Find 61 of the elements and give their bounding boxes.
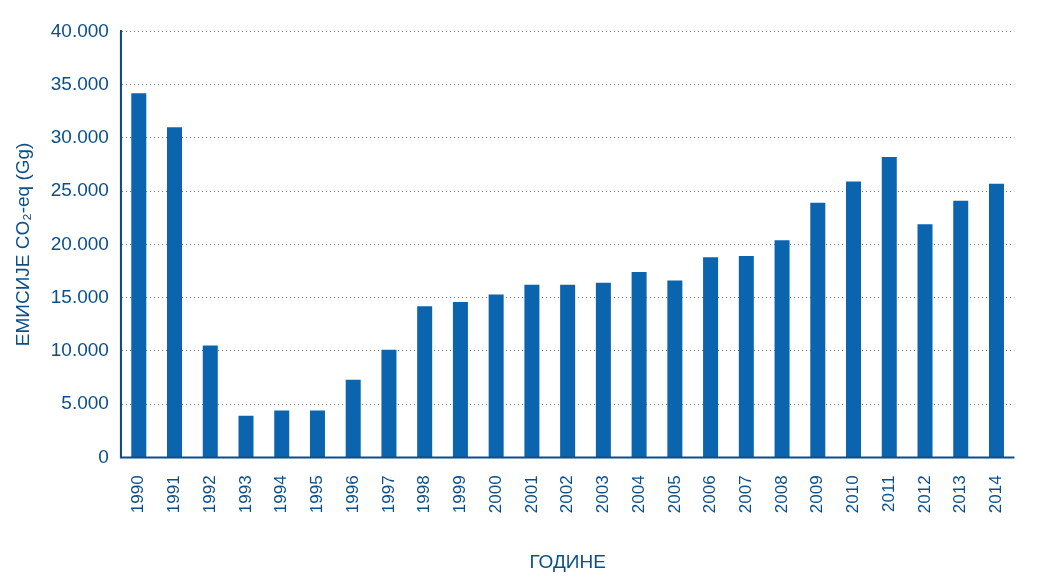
x-tick-label: 2010 bbox=[843, 475, 863, 514]
y-tick-label: 20.000 bbox=[50, 232, 109, 254]
bar bbox=[452, 301, 468, 457]
x-tick-label: 2001 bbox=[521, 475, 541, 514]
bar bbox=[703, 257, 719, 457]
bar bbox=[988, 183, 1004, 457]
bar bbox=[667, 280, 683, 457]
x-tick-label: 2000 bbox=[485, 475, 505, 514]
bar bbox=[309, 410, 325, 457]
x-tick-label: 1990 bbox=[128, 475, 148, 514]
y-tick-label: 40.000 bbox=[50, 19, 109, 41]
y-axis-title: ЕМИСИЈЕ CO₂-eq (Gg) bbox=[11, 142, 33, 347]
x-tick-label: 2003 bbox=[593, 475, 613, 514]
bar bbox=[846, 181, 862, 457]
x-tick-label: 2006 bbox=[700, 475, 720, 514]
x-tick-label: 1997 bbox=[378, 475, 398, 514]
bar bbox=[238, 415, 254, 457]
x-tick-label: 1993 bbox=[235, 475, 255, 514]
y-tick-label: 15.000 bbox=[50, 285, 109, 307]
bar bbox=[131, 93, 147, 457]
bar bbox=[595, 282, 611, 457]
bar bbox=[917, 224, 933, 457]
y-tick-label: 5.000 bbox=[61, 392, 109, 414]
y-tick-label: 35.000 bbox=[50, 72, 109, 94]
x-tick-label: 2011 bbox=[878, 475, 898, 512]
x-tick-label: 1994 bbox=[271, 475, 291, 514]
bar bbox=[631, 272, 647, 457]
bar bbox=[774, 240, 790, 457]
y-tick-label: 25.000 bbox=[50, 179, 109, 201]
x-tick-label: 1996 bbox=[342, 475, 362, 514]
x-tick-label: 1995 bbox=[307, 475, 327, 514]
x-tick-label: 2005 bbox=[664, 475, 684, 514]
x-tick-label: 2007 bbox=[736, 475, 756, 514]
x-tick-label: 2004 bbox=[628, 475, 648, 514]
x-tick-label: 2014 bbox=[986, 475, 1006, 514]
bar bbox=[417, 306, 433, 457]
x-tick-label: 2002 bbox=[557, 475, 577, 514]
y-tick-label: 30.000 bbox=[50, 126, 109, 148]
bar bbox=[953, 200, 969, 457]
x-tick-label: 2013 bbox=[950, 475, 970, 514]
x-tick-label: 1998 bbox=[414, 475, 434, 514]
bar bbox=[810, 202, 826, 457]
bar bbox=[381, 349, 397, 457]
bar bbox=[524, 284, 540, 457]
bar bbox=[488, 294, 504, 457]
y-tick-label: 0 bbox=[98, 445, 109, 467]
bar bbox=[274, 410, 290, 457]
bar bbox=[560, 284, 576, 457]
x-axis-title: ГОДИНЕ bbox=[529, 550, 606, 572]
x-tick-label: 1991 bbox=[164, 475, 184, 514]
x-tick-label: 2009 bbox=[807, 475, 827, 514]
x-tick-label: 1992 bbox=[199, 475, 219, 514]
bar bbox=[202, 345, 218, 457]
x-tick-label: 2012 bbox=[914, 475, 934, 514]
bar bbox=[345, 379, 361, 457]
x-tick-label: 2008 bbox=[771, 475, 791, 514]
bar bbox=[738, 256, 754, 457]
bar bbox=[881, 157, 897, 457]
bar bbox=[167, 127, 183, 457]
y-tick-label: 10.000 bbox=[50, 339, 109, 361]
x-tick-label: 1999 bbox=[450, 475, 470, 514]
